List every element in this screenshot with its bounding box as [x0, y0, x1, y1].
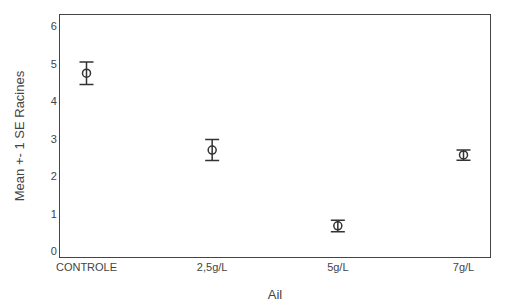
svg-text:0: 0 — [51, 245, 57, 257]
svg-text:CONTROLE: CONTROLE — [56, 261, 117, 273]
svg-text:2: 2 — [51, 170, 57, 182]
svg-text:5g/L: 5g/L — [327, 261, 348, 273]
svg-text:5: 5 — [51, 58, 57, 70]
svg-text:Mean +- 1 SE Racines: Mean +- 1 SE Racines — [12, 70, 27, 201]
svg-text:Ail: Ail — [268, 287, 283, 302]
svg-text:3: 3 — [51, 133, 57, 145]
svg-text:2,5g/L: 2,5g/L — [197, 261, 228, 273]
svg-text:7g/L: 7g/L — [453, 261, 474, 273]
svg-text:6: 6 — [51, 20, 57, 32]
svg-text:4: 4 — [51, 95, 57, 107]
svg-text:1: 1 — [51, 208, 57, 220]
